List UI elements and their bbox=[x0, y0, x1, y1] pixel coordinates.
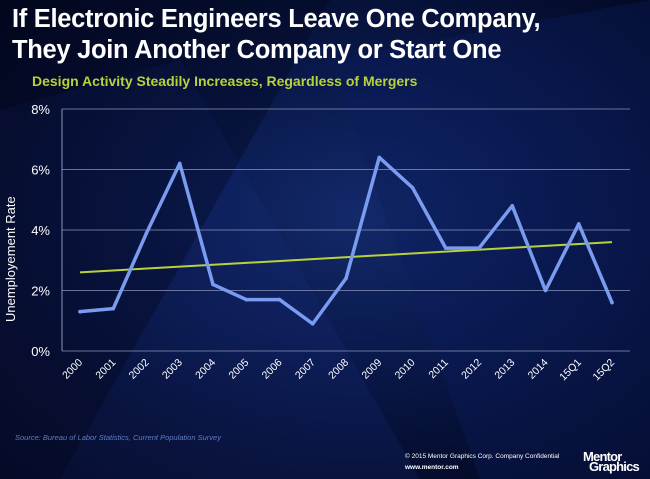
data-point bbox=[111, 306, 116, 311]
data-point bbox=[576, 222, 581, 226]
data-point bbox=[310, 321, 315, 326]
trend-line bbox=[79, 241, 613, 274]
series-points-group bbox=[78, 155, 614, 326]
website-link[interactable]: www.mentor.com bbox=[405, 464, 459, 471]
data-point bbox=[377, 155, 382, 160]
x-tick-label: 2001 bbox=[93, 357, 118, 382]
data-point bbox=[477, 246, 481, 250]
x-tick-label: 2009 bbox=[359, 357, 384, 382]
data-point bbox=[443, 246, 448, 250]
x-tick-label: 15Q1 bbox=[557, 357, 584, 384]
source-note: Source: Bureau of Labor Statistics, Curr… bbox=[15, 433, 221, 442]
chart-grid bbox=[61, 108, 630, 352]
data-point bbox=[78, 309, 82, 314]
data-point bbox=[410, 185, 415, 190]
y-tick-label: 8% bbox=[31, 102, 50, 117]
y-tick-labels: 0% 2% 4% 6% 8% bbox=[31, 102, 50, 359]
y-tick-label: 0% bbox=[31, 344, 50, 359]
data-point bbox=[211, 282, 215, 287]
x-tick-label: 2011 bbox=[426, 357, 451, 382]
title-line-1: If Electronic Engineers Leave One Compan… bbox=[12, 5, 541, 33]
x-tick-labels: 2000 2001 2002 2003 2004 2005 2006 2007 2008 2009… bbox=[60, 357, 617, 384]
y-tick-label: 4% bbox=[31, 223, 50, 238]
data-point bbox=[177, 161, 182, 166]
data-point bbox=[510, 204, 515, 208]
data-point bbox=[344, 276, 348, 281]
x-tick-label: 2012 bbox=[459, 357, 484, 382]
x-tick-label: 2008 bbox=[326, 357, 351, 382]
x-tick-label: 2004 bbox=[193, 357, 218, 382]
slide-title: If Electronic Engineers Leave One Compan… bbox=[12, 4, 541, 66]
mentor-graphics-logo: Mentor Graphics bbox=[583, 449, 640, 474]
x-tick-label: 2002 bbox=[127, 357, 152, 382]
data-point bbox=[277, 297, 282, 302]
y-tick-label: 2% bbox=[31, 284, 50, 299]
data-point bbox=[543, 288, 548, 293]
line-chart: 0%2%4%6%8% 2000 2001 2002 2003 2004 2005 2006 2… bbox=[31, 102, 630, 384]
x-tick-label: 15Q2 bbox=[590, 357, 617, 384]
x-tick-label: 2003 bbox=[160, 357, 185, 382]
x-tick-label: 2007 bbox=[293, 357, 318, 382]
trend-line-group bbox=[79, 241, 613, 274]
data-point bbox=[244, 297, 249, 302]
x-tick-label: 2000 bbox=[60, 357, 85, 382]
slide-subtitle: Design Activity Steadily Increases, Rega… bbox=[32, 73, 418, 89]
x-tick-label: 2006 bbox=[260, 357, 285, 382]
x-tick-label: 2005 bbox=[226, 357, 251, 382]
x-tick-label: 2014 bbox=[526, 357, 551, 382]
series-line bbox=[78, 155, 614, 326]
copyright-text: © 2015 Mentor Graphics Corp. Company Con… bbox=[405, 453, 560, 460]
title-line-2: They Join Another Company or Start One bbox=[12, 36, 502, 64]
x-tick-label: 2010 bbox=[393, 357, 418, 382]
data-point bbox=[144, 231, 149, 235]
series-line-group bbox=[78, 155, 614, 326]
y-axis-label: Unemployement Rate bbox=[3, 196, 18, 322]
y-tick-label: 6% bbox=[31, 163, 50, 178]
data-point bbox=[610, 300, 614, 305]
x-tick-label: 2013 bbox=[492, 357, 517, 382]
